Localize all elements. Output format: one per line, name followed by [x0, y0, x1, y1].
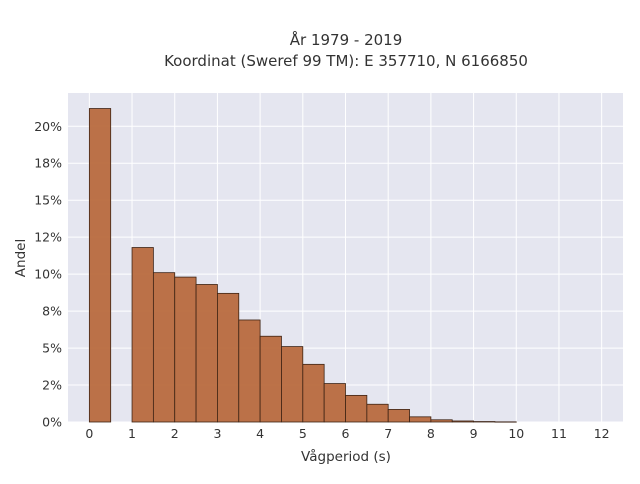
histogram-bar — [196, 284, 217, 422]
chart-title-line-1: År 1979 - 2019 — [290, 30, 403, 49]
x-tick-label: 9 — [470, 426, 478, 441]
y-tick-label: 2% — [42, 378, 62, 393]
x-tick-label: 10 — [508, 426, 524, 441]
x-tick-label: 6 — [342, 426, 350, 441]
x-tick-label: 4 — [256, 426, 264, 441]
histogram-bar — [217, 293, 238, 422]
x-axis-label: Vågperiod (s) — [301, 448, 391, 465]
y-tick-label: 20% — [34, 119, 62, 134]
x-tick-label: 7 — [384, 426, 392, 441]
histogram-bar — [452, 421, 473, 422]
y-tick-label: 0% — [42, 415, 62, 430]
histogram-bar — [175, 277, 196, 422]
histogram-bar — [303, 364, 324, 422]
y-tick-label: 10% — [34, 267, 62, 282]
histogram-bar — [239, 320, 260, 422]
x-tick-label: 2 — [171, 426, 179, 441]
histogram-bar — [153, 273, 174, 422]
histogram-bar — [388, 409, 409, 422]
histogram-bar — [431, 420, 452, 422]
histogram-bar — [346, 395, 367, 422]
histogram-bar — [260, 336, 281, 422]
x-tick-label: 11 — [551, 426, 567, 441]
y-tick-label: 18% — [34, 156, 62, 171]
x-tick-label: 0 — [85, 426, 93, 441]
x-tick-label: 3 — [213, 426, 221, 441]
x-tick-label: 1 — [128, 426, 136, 441]
histogram-bar — [281, 347, 302, 422]
y-axis-label: Andel — [13, 239, 29, 277]
histogram-bar — [324, 384, 345, 422]
histogram-bar — [367, 404, 388, 422]
y-tick-labels: 0% 2% 5% 8% 10% 12% 15% 18% 20% — [34, 119, 62, 430]
y-tick-label: 12% — [34, 230, 62, 245]
histogram-bar — [410, 417, 431, 422]
y-tick-label: 15% — [34, 193, 62, 208]
x-tick-label: 5 — [299, 426, 307, 441]
y-tick-label: 8% — [42, 304, 62, 319]
chart-title-line-2: Koordinat (Sweref 99 TM): E 357710, N 61… — [164, 52, 528, 70]
x-tick-label: 12 — [594, 426, 610, 441]
x-tick-label: 8 — [427, 426, 435, 441]
y-tick-label: 5% — [42, 341, 62, 356]
histogram-bar — [89, 109, 110, 422]
histogram-bar — [132, 248, 153, 422]
